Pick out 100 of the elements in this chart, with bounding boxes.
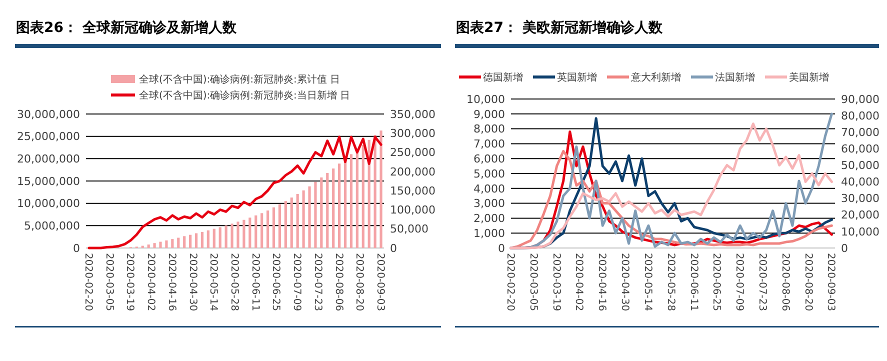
x-tick-label: 2020-04-02 bbox=[145, 253, 156, 312]
bar bbox=[260, 213, 264, 248]
y-tick-label: 10,000 bbox=[466, 92, 505, 106]
x-tick-label: 2020-03-05 bbox=[103, 253, 114, 312]
y-tick-label: 8,000 bbox=[474, 122, 505, 136]
legend-label: 德国新增 bbox=[483, 72, 523, 84]
y-tick-label: 1,000 bbox=[474, 226, 505, 240]
bar bbox=[350, 154, 353, 248]
y2-tick-label: 50,000 bbox=[390, 222, 428, 236]
bar bbox=[230, 224, 234, 248]
bar bbox=[284, 201, 287, 248]
y2-tick-label: 30,000 bbox=[841, 192, 880, 206]
line-series bbox=[88, 136, 382, 250]
bar bbox=[153, 243, 156, 248]
y-tick-label: 25,000,000 bbox=[17, 130, 80, 144]
x-tick-label: 2020-08-06 bbox=[332, 253, 344, 312]
y2-tick-label: 350,000 bbox=[390, 108, 436, 121]
x-tick-label: 2020-08-20 bbox=[354, 253, 365, 312]
y-tick-label: 20,000,000 bbox=[17, 152, 80, 166]
x-tick-label: 2020-08-20 bbox=[802, 253, 814, 312]
bar bbox=[194, 233, 198, 248]
x-tick-label: 2020-07-23 bbox=[312, 253, 323, 312]
bar bbox=[159, 242, 162, 248]
legend-label: 英国新增 bbox=[557, 72, 597, 84]
bar bbox=[254, 215, 258, 248]
bar bbox=[165, 240, 168, 248]
bar bbox=[374, 134, 376, 248]
legend-label: 全球(不含中国):确诊病例:新冠肺炎:当日新增 日 bbox=[139, 90, 350, 102]
x-tick-label: 2020-03-19 bbox=[124, 253, 136, 312]
x-tick-label: 2020-06-11 bbox=[249, 253, 260, 312]
x-tick-label: 2020-08-06 bbox=[779, 253, 790, 312]
y-tick-label: 6,000 bbox=[474, 152, 505, 166]
y-tick-label: 30,000,000 bbox=[17, 108, 80, 121]
y2-tick-label: 40,000 bbox=[841, 176, 880, 189]
bar bbox=[147, 244, 150, 248]
bar bbox=[177, 238, 180, 248]
legend-label: 全球(不含中国):确诊病例:新冠肺炎:累计值 日 bbox=[139, 74, 340, 86]
bar bbox=[380, 130, 382, 248]
bar bbox=[189, 234, 192, 248]
y-tick-label: 4,000 bbox=[474, 182, 505, 196]
bar bbox=[314, 182, 317, 248]
y2-tick-label: 70,000 bbox=[841, 126, 880, 139]
bar bbox=[302, 190, 305, 248]
y-tick-label: 7,000 bbox=[474, 138, 505, 151]
bar bbox=[171, 239, 174, 248]
y-tick-label: 2,000 bbox=[474, 212, 505, 226]
x-tick-label: 2020-04-30 bbox=[186, 253, 198, 312]
bar bbox=[266, 210, 270, 248]
y2-tick-label: 0 bbox=[841, 242, 848, 255]
y2-tick-label: 10,000 bbox=[841, 225, 880, 238]
x-tick-label: 2020-03-05 bbox=[527, 253, 538, 312]
bar bbox=[362, 144, 364, 248]
x-tick-label: 2020-07-09 bbox=[291, 253, 302, 312]
x-tick-label: 2020-03-19 bbox=[550, 253, 562, 312]
x-tick-label: 2020-02-20 bbox=[82, 253, 94, 312]
x-tick-label: 2020-04-30 bbox=[619, 253, 630, 312]
y-tick-label: 5,000,000 bbox=[24, 220, 80, 233]
legend-label: 意大利新增 bbox=[630, 72, 681, 84]
x-tick-label: 2020-02-20 bbox=[504, 253, 516, 312]
x-tick-label: 2020-07-09 bbox=[734, 253, 745, 312]
y2-tick-label: 300,000 bbox=[390, 126, 436, 140]
chart-title: 图表26： 全球新冠确诊及新增人数 bbox=[16, 19, 238, 36]
y2-tick-label: 20,000 bbox=[841, 208, 880, 222]
bar bbox=[290, 198, 293, 248]
y-tick-label: 0 bbox=[73, 242, 80, 255]
x-tick-label: 2020-05-14 bbox=[642, 253, 653, 312]
y-tick-label: 0 bbox=[498, 242, 505, 255]
y-tick-label: 10,000,000 bbox=[17, 197, 80, 210]
bar bbox=[272, 207, 276, 248]
x-tick-label: 2020-05-28 bbox=[228, 253, 240, 312]
x-tick-label: 2020-09-03 bbox=[374, 253, 386, 312]
chart-title: 图表27： 美欧新冠新增确诊人数 bbox=[456, 19, 664, 36]
bar bbox=[242, 220, 246, 248]
legend-label: 法国新增 bbox=[715, 72, 755, 84]
x-tick-label: 2020-06-25 bbox=[710, 253, 722, 312]
bar bbox=[236, 222, 240, 248]
bar bbox=[200, 232, 204, 248]
bar bbox=[332, 168, 335, 248]
y2-tick-label: 0 bbox=[390, 242, 397, 255]
bar bbox=[248, 218, 252, 248]
bar bbox=[212, 228, 216, 248]
x-tick-label: 2020-05-28 bbox=[664, 253, 676, 312]
bar bbox=[320, 177, 323, 248]
y2-tick-label: 100,000 bbox=[390, 204, 436, 217]
bar bbox=[278, 204, 281, 248]
y2-tick-label: 200,000 bbox=[390, 165, 436, 178]
x-tick-label: 2020-04-02 bbox=[573, 253, 584, 312]
y2-tick-label: 50,000 bbox=[841, 159, 880, 172]
bar bbox=[183, 236, 186, 248]
x-tick-label: 2020-07-23 bbox=[756, 253, 768, 312]
bar bbox=[326, 172, 329, 248]
bar bbox=[224, 225, 228, 248]
y2-tick-label: 90,000 bbox=[841, 92, 880, 106]
y2-tick-label: 250,000 bbox=[390, 146, 436, 160]
x-tick-label: 2020-06-11 bbox=[688, 253, 699, 312]
x-tick-label: 2020-04-16 bbox=[166, 253, 177, 312]
x-tick-label: 2020-06-25 bbox=[270, 253, 282, 312]
y-tick-label: 9,000 bbox=[474, 108, 505, 121]
bar bbox=[296, 194, 299, 248]
bar bbox=[218, 227, 222, 248]
